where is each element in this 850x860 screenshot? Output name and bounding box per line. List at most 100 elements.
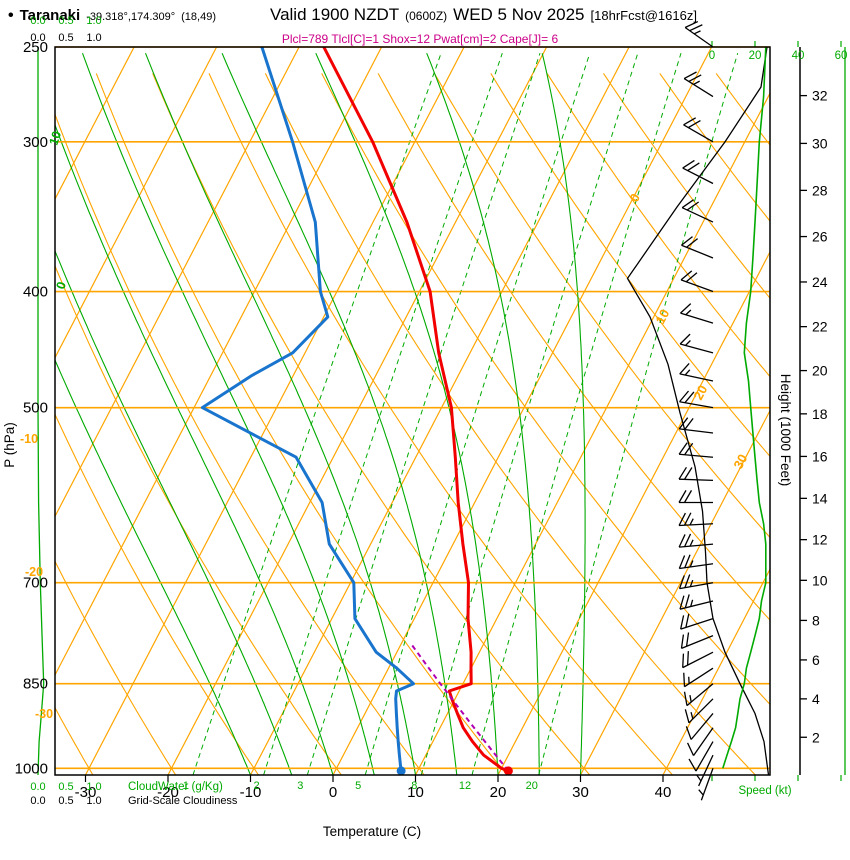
family-edge-labels: 10 0 -10 -20 -30: [20, 129, 69, 721]
svg-text:5: 5: [355, 780, 361, 792]
temperature-axis-title: Temperature (C): [323, 824, 421, 839]
grid-dry-adiabats: [55, 73, 770, 775]
svg-text:500: 500: [23, 400, 48, 417]
svg-text:-10: -10: [20, 432, 38, 446]
pressure-gridlines: [55, 46, 770, 770]
cloudiness-scale-top-1: 0.5: [58, 32, 73, 44]
svg-text:30: 30: [730, 452, 750, 472]
svg-text:10: 10: [812, 572, 828, 588]
cloudwater-scale-bottom-1: 0.5: [58, 781, 73, 793]
forecast-tag: [18hrFcst@1616z]: [590, 8, 697, 23]
svg-text:6: 6: [812, 652, 820, 668]
station-name: Taranaki: [19, 7, 81, 24]
height-axis-title: Height (1000 Feet): [778, 374, 793, 487]
mixing-ratio-labels: 1 2 3 5 8 12 20: [183, 780, 538, 792]
surface-dewpoint-dot: [396, 766, 406, 776]
grid-moist-adiabats: [55, 52, 586, 775]
svg-text:30: 30: [572, 784, 589, 801]
temperature-curve: [322, 47, 510, 773]
cloudiness-scale-bottom-0: 0.0: [30, 795, 45, 807]
svg-text:0: 0: [329, 784, 337, 801]
svg-text:-30: -30: [75, 784, 97, 801]
svg-text:-30: -30: [35, 707, 53, 721]
grid-point: (18,49): [181, 11, 216, 23]
valid-date: WED 5 Nov 2025: [453, 5, 585, 24]
svg-text:3: 3: [297, 780, 303, 792]
svg-text:20: 20: [690, 383, 710, 403]
cloudwater-scale-top-1: 0.5: [58, 15, 73, 27]
svg-text:24: 24: [812, 274, 828, 290]
svg-text:-20: -20: [157, 784, 179, 801]
header: • Taranaki -39.318°,174.309° (18,49) Val…: [8, 5, 848, 25]
svg-text:250: 250: [23, 39, 48, 56]
surface-temp-dot: [503, 766, 513, 776]
valid-time: Valid 1900 NZDT: [270, 5, 400, 24]
bullet-icon: •: [8, 7, 14, 24]
svg-text:22: 22: [812, 319, 828, 335]
svg-text:14: 14: [812, 490, 828, 506]
svg-text:8: 8: [411, 780, 417, 792]
svg-text:12: 12: [812, 532, 828, 548]
cloudiness-label: Grid-Scale Cloudiness: [128, 795, 238, 807]
cloudiness-scale-top-2: 1.0: [86, 32, 101, 44]
speed-tick-60: 60: [835, 50, 848, 62]
svg-text:10: 10: [652, 307, 672, 327]
svg-text:300: 300: [23, 134, 48, 151]
cloudwater-scale-bottom-2: 1.0: [86, 781, 101, 793]
wind-barbs: [678, 20, 714, 801]
sounding-indices: Plcl=789 Tlcl[C]=1 Shox=12 Pwat[cm]=2 Ca…: [281, 32, 559, 46]
cloudiness-scale-top-0: 0.0: [30, 32, 45, 44]
svg-text:-20: -20: [25, 565, 43, 579]
cloudwater-scale-bottom-0: 0.0: [30, 781, 45, 793]
svg-text:1: 1: [183, 780, 189, 792]
dewpoint-curve: [200, 47, 415, 773]
cloudiness-scale-bottom-1: 0.5: [58, 795, 73, 807]
svg-text:40: 40: [655, 784, 672, 801]
svg-text:850: 850: [23, 676, 48, 693]
speed-profile: [722, 46, 767, 769]
speed-axis-title: Speed (kt): [738, 785, 791, 797]
svg-text:0: 0: [54, 280, 69, 291]
svg-text:16: 16: [812, 448, 828, 464]
svg-text:10: 10: [407, 784, 424, 801]
svg-text:-10: -10: [240, 784, 262, 801]
svg-text:20: 20: [526, 780, 538, 792]
cloudwater-profile: [37, 47, 45, 776]
utc-time: (0600Z): [405, 9, 448, 23]
svg-text:4: 4: [812, 691, 820, 707]
station-coords: -39.318°,174.309°: [86, 11, 176, 23]
svg-text:20: 20: [490, 784, 507, 801]
svg-text:1000: 1000: [15, 760, 48, 777]
pressure-axis-title: P (hPa): [2, 422, 17, 468]
cloudwater-scale-top-2: 1.0: [86, 15, 101, 27]
speed-axis-ticks: [711, 41, 846, 781]
plot-frame: [54, 46, 771, 776]
isotherm-labels: 0 10 20 30: [626, 191, 750, 471]
cloudwater-scale-top-0: 0.0: [30, 15, 45, 27]
svg-text:20: 20: [812, 363, 828, 379]
svg-text:10: 10: [47, 129, 65, 147]
svg-text:30: 30: [812, 135, 828, 151]
svg-text:32: 32: [812, 88, 828, 104]
surface-dots: [396, 766, 513, 776]
speed-tick-20: 20: [749, 50, 762, 62]
parcel-path: [411, 644, 510, 772]
svg-text:18: 18: [812, 406, 828, 422]
svg-text:12: 12: [459, 780, 471, 792]
svg-text:700: 700: [23, 575, 48, 592]
svg-text:2: 2: [254, 780, 260, 792]
temperature-tick-labels: -30 -20 -10 0 10 20 30 40: [75, 775, 672, 801]
svg-text:28: 28: [812, 182, 828, 198]
speed-tick-0: 0: [709, 50, 715, 62]
pressure-tick-labels: 250 300 400 500 700 850 1000: [15, 39, 48, 777]
svg-text:2: 2: [812, 729, 820, 745]
svg-text:26: 26: [812, 229, 828, 245]
cloudwater-label: CloudWater (g/Kg): [128, 781, 223, 793]
grid-mixing-ratio-lines: [192, 53, 739, 775]
cloudiness-scale-bottom-2: 1.0: [86, 795, 101, 807]
svg-text:0: 0: [626, 191, 643, 204]
speed-tick-40: 40: [792, 50, 805, 62]
svg-text:8: 8: [812, 612, 820, 628]
